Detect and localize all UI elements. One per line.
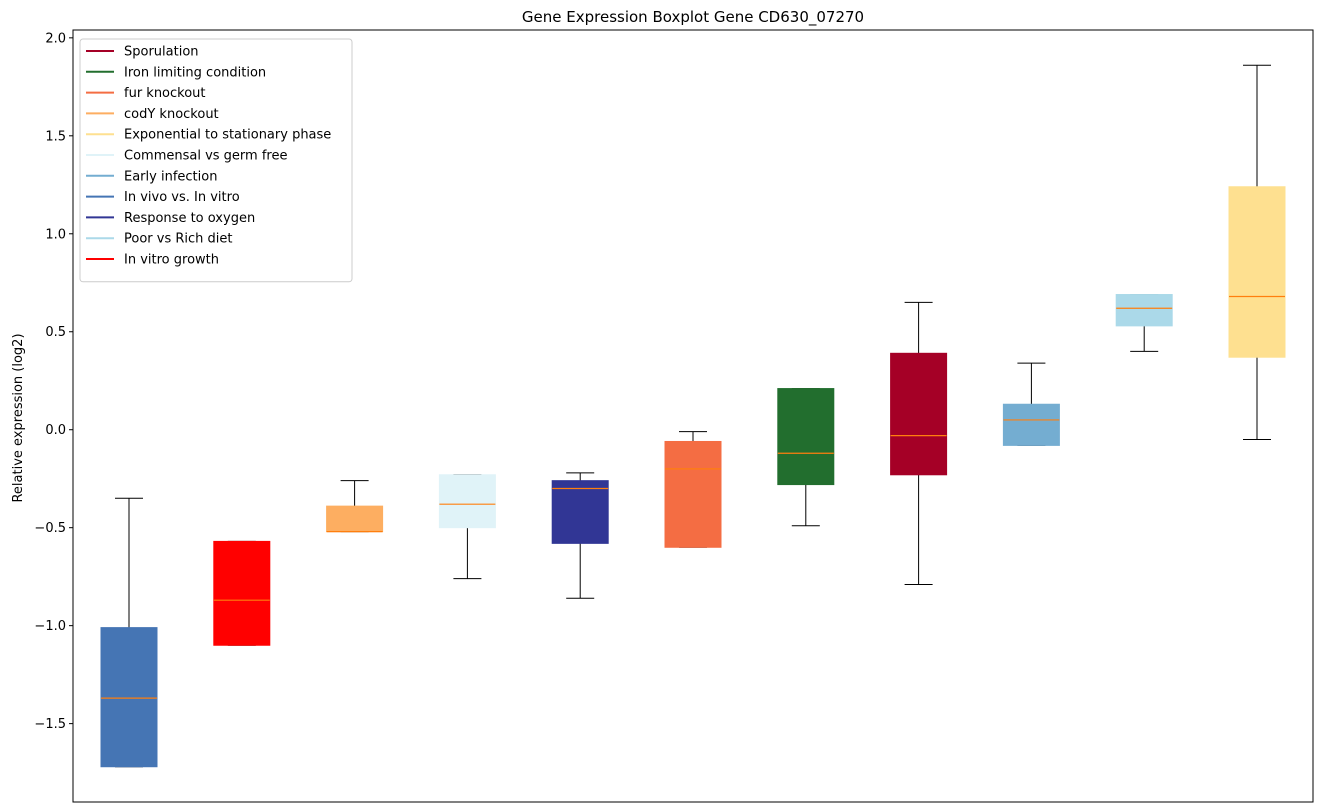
legend-item: Exponential to stationary phase bbox=[86, 128, 331, 143]
box-8 bbox=[890, 301, 948, 586]
iqr-box bbox=[664, 440, 722, 548]
box-4 bbox=[438, 474, 496, 580]
iqr-box bbox=[890, 352, 948, 476]
iqr-box bbox=[777, 388, 835, 486]
legend-label: Early infection bbox=[124, 169, 217, 184]
iqr-box bbox=[438, 474, 496, 529]
legend-frame bbox=[79, 38, 353, 283]
legend-item: Response to oxygen bbox=[86, 211, 255, 226]
legend-label: Exponential to stationary phase bbox=[124, 128, 331, 143]
box-2 bbox=[213, 540, 271, 646]
iqr-box bbox=[1002, 403, 1060, 446]
boxes-group bbox=[100, 64, 1286, 768]
legend-item: Early infection bbox=[86, 169, 217, 184]
box-5 bbox=[551, 472, 609, 599]
legend-item: Poor vs Rich diet bbox=[86, 232, 232, 247]
iqr-box bbox=[1228, 186, 1286, 358]
y-tick-label: 1.0 bbox=[45, 227, 66, 242]
y-tick-label: 1.5 bbox=[45, 129, 66, 144]
legend-item: fur knockout bbox=[86, 86, 206, 101]
legend-item: Sporulation bbox=[86, 45, 199, 60]
legend-item: Commensal vs germ free bbox=[86, 149, 287, 164]
chart-title: Gene Expression Boxplot Gene CD630_07270 bbox=[522, 8, 864, 27]
box-10 bbox=[1115, 294, 1173, 352]
iqr-box bbox=[326, 505, 384, 533]
box-11 bbox=[1228, 64, 1286, 441]
legend-label: Poor vs Rich diet bbox=[124, 232, 232, 247]
legend-item: codY knockout bbox=[86, 107, 219, 122]
box-1 bbox=[100, 497, 158, 768]
box-6 bbox=[664, 431, 722, 548]
plot-frame bbox=[72, 29, 1314, 803]
legend-label: In vitro growth bbox=[124, 253, 219, 268]
y-tick-label: −1.5 bbox=[34, 717, 66, 732]
y-axis-label: Relative expression (log2) bbox=[11, 333, 26, 502]
legend-label: In vivo vs. In vitro bbox=[124, 190, 240, 205]
legend-label: Sporulation bbox=[124, 45, 199, 60]
y-tick-label: 0.5 bbox=[45, 325, 66, 340]
box-7 bbox=[777, 388, 835, 527]
box-9 bbox=[1002, 362, 1060, 446]
y-tick-label: 0.0 bbox=[45, 423, 66, 438]
box-3 bbox=[326, 480, 384, 533]
y-axis: −1.5 −1.0 −0.5 0.0 0.5 1.0 1.5 2.0 bbox=[34, 31, 73, 732]
y-tick-label: 2.0 bbox=[45, 31, 66, 46]
legend: Sporulation Iron limiting condition fur kn… bbox=[79, 38, 353, 283]
iqr-box bbox=[213, 540, 271, 646]
y-tick-label: −0.5 bbox=[34, 521, 66, 536]
iqr-box bbox=[551, 480, 609, 544]
y-tick-label: −1.0 bbox=[34, 619, 66, 634]
legend-item: In vitro growth bbox=[86, 253, 219, 268]
legend-label: fur knockout bbox=[124, 86, 206, 101]
iqr-box bbox=[100, 627, 158, 768]
legend-label: Commensal vs germ free bbox=[124, 149, 287, 164]
legend-item: In vivo vs. In vitro bbox=[86, 190, 240, 205]
legend-item: Iron limiting condition bbox=[86, 65, 266, 80]
legend-label: Response to oxygen bbox=[124, 211, 255, 226]
legend-label: codY knockout bbox=[124, 107, 219, 122]
legend-label: Iron limiting condition bbox=[124, 65, 266, 80]
iqr-box bbox=[1115, 294, 1173, 327]
